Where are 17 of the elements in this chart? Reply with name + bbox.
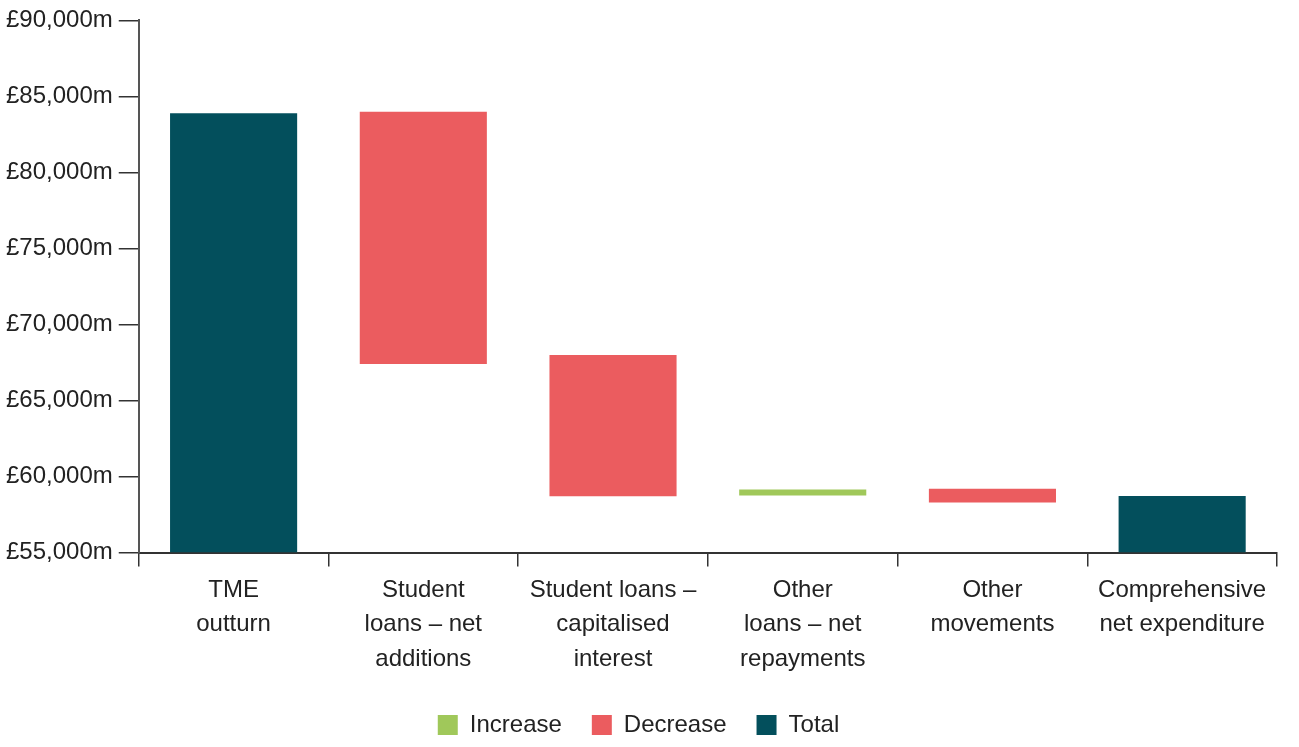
- x-tick-label: TME outturn: [196, 574, 271, 637]
- x-tick-label: Comprehensive net expenditure: [1098, 574, 1267, 637]
- legend-label: Decrease: [623, 709, 727, 737]
- y-tick-label: £70,000m: [6, 309, 113, 337]
- y-tick-label: £55,000m: [6, 537, 113, 565]
- y-tick-label: £65,000m: [6, 385, 113, 413]
- x-tick-label: Other loans – net repayments: [740, 574, 866, 672]
- y-tick-label: £75,000m: [6, 233, 113, 261]
- y-tick-label: £80,000m: [6, 157, 113, 185]
- y-tick-label: £85,000m: [6, 81, 113, 109]
- y-tick-label: £90,000m: [6, 5, 113, 33]
- y-tick-label: £60,000m: [6, 461, 113, 489]
- x-tick-label: Student loans – capitalised interest: [529, 574, 698, 672]
- legend-label: Increase: [469, 709, 562, 737]
- x-tick-label: Other movements: [930, 574, 1055, 637]
- legend-label: Total: [788, 709, 840, 737]
- x-tick-label: Student loans – net additions: [364, 574, 483, 672]
